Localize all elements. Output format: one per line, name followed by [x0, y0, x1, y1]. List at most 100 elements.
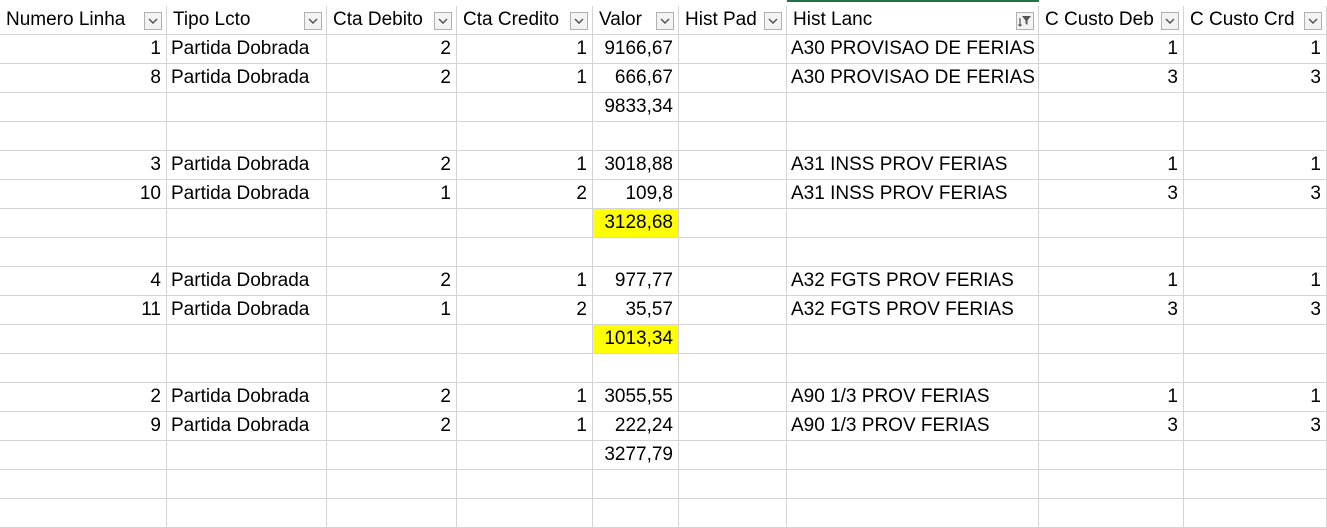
cell-numero-linha[interactable] [0, 122, 167, 151]
cell-hist-pad[interactable] [679, 151, 787, 180]
cell-numero-linha[interactable] [0, 441, 167, 470]
cell-hist-lanc[interactable] [787, 354, 1039, 383]
cell-numero-linha[interactable] [0, 499, 167, 528]
cell-numero-linha[interactable]: 9 [0, 412, 167, 441]
cell-tipo-lcto[interactable] [167, 122, 327, 151]
cell-c-custo-deb[interactable]: 3 [1039, 180, 1184, 209]
cell-c-custo-crd[interactable] [1184, 354, 1327, 383]
cell-tipo-lcto[interactable] [167, 325, 327, 354]
cell-valor[interactable]: 3128,68 [593, 209, 679, 238]
cell-cta-credito[interactable] [457, 209, 593, 238]
header-cell-cta-debito[interactable]: Cta Debito [327, 6, 457, 35]
cell-hist-pad[interactable] [679, 354, 787, 383]
cell-valor[interactable] [593, 238, 679, 267]
cell-c-custo-crd[interactable]: 1 [1184, 267, 1327, 296]
cell-numero-linha[interactable] [0, 238, 167, 267]
cell-c-custo-deb[interactable]: 1 [1039, 35, 1184, 64]
cell-c-custo-crd[interactable] [1184, 470, 1327, 499]
cell-c-custo-deb[interactable]: 3 [1039, 64, 1184, 93]
cell-hist-lanc[interactable]: A32 FGTS PROV FERIAS [787, 267, 1039, 296]
header-cell-valor[interactable]: Valor [593, 6, 679, 35]
cell-cta-debito[interactable] [327, 238, 457, 267]
cell-c-custo-crd[interactable] [1184, 209, 1327, 238]
cell-hist-pad[interactable] [679, 383, 787, 412]
cell-valor[interactable]: 9166,67 [593, 35, 679, 64]
cell-hist-lanc[interactable] [787, 93, 1039, 122]
cell-valor[interactable]: 666,67 [593, 64, 679, 93]
cell-valor[interactable] [593, 354, 679, 383]
cell-hist-pad[interactable] [679, 122, 787, 151]
cell-tipo-lcto[interactable]: Partida Dobrada [167, 35, 327, 64]
cell-valor[interactable]: 35,57 [593, 296, 679, 325]
cell-tipo-lcto[interactable] [167, 93, 327, 122]
cell-hist-lanc[interactable] [787, 470, 1039, 499]
cell-valor[interactable]: 222,24 [593, 412, 679, 441]
cell-c-custo-deb[interactable]: 1 [1039, 267, 1184, 296]
cell-numero-linha[interactable]: 11 [0, 296, 167, 325]
cell-cta-credito[interactable] [457, 470, 593, 499]
cell-numero-linha[interactable]: 10 [0, 180, 167, 209]
header-cell-hist-lanc[interactable]: Hist Lanc [787, 6, 1039, 35]
cell-c-custo-deb[interactable] [1039, 238, 1184, 267]
cell-cta-debito[interactable] [327, 209, 457, 238]
cell-tipo-lcto[interactable] [167, 238, 327, 267]
cell-cta-debito[interactable] [327, 499, 457, 528]
cell-cta-debito[interactable]: 2 [327, 267, 457, 296]
cell-cta-credito[interactable]: 1 [457, 383, 593, 412]
cell-hist-pad[interactable] [679, 180, 787, 209]
cell-hist-pad[interactable] [679, 296, 787, 325]
cell-cta-debito[interactable] [327, 325, 457, 354]
cell-cta-debito[interactable] [327, 122, 457, 151]
filter-dropdown-button[interactable] [1304, 12, 1322, 30]
cell-c-custo-deb[interactable] [1039, 209, 1184, 238]
cell-cta-credito[interactable] [457, 441, 593, 470]
cell-hist-pad[interactable] [679, 93, 787, 122]
cell-c-custo-deb[interactable] [1039, 325, 1184, 354]
filter-dropdown-button[interactable] [570, 12, 588, 30]
cell-hist-lanc[interactable] [787, 325, 1039, 354]
cell-valor[interactable]: 977,77 [593, 267, 679, 296]
filter-dropdown-button[interactable] [144, 12, 162, 30]
cell-tipo-lcto[interactable]: Partida Dobrada [167, 383, 327, 412]
filter-dropdown-button[interactable] [656, 12, 674, 30]
cell-valor[interactable] [593, 122, 679, 151]
header-cell-hist-pad[interactable]: Hist Pad [679, 6, 787, 35]
cell-c-custo-deb[interactable] [1039, 122, 1184, 151]
cell-hist-lanc[interactable]: A31 INSS PROV FERIAS [787, 180, 1039, 209]
cell-c-custo-crd[interactable] [1184, 325, 1327, 354]
cell-hist-lanc[interactable]: A30 PROVISAO DE FERIAS [787, 64, 1039, 93]
cell-cta-credito[interactable] [457, 354, 593, 383]
filter-active-button[interactable] [1016, 12, 1034, 30]
cell-cta-debito[interactable]: 2 [327, 151, 457, 180]
cell-numero-linha[interactable]: 4 [0, 267, 167, 296]
header-cell-tipo-lcto[interactable]: Tipo Lcto [167, 6, 327, 35]
cell-numero-linha[interactable] [0, 325, 167, 354]
cell-c-custo-deb[interactable] [1039, 93, 1184, 122]
cell-numero-linha[interactable]: 8 [0, 64, 167, 93]
header-cell-numero-linha[interactable]: Numero Linha [0, 6, 167, 35]
cell-valor[interactable] [593, 470, 679, 499]
cell-cta-debito[interactable]: 1 [327, 296, 457, 325]
cell-hist-pad[interactable] [679, 35, 787, 64]
cell-c-custo-crd[interactable] [1184, 122, 1327, 151]
header-cell-c-custo-crd[interactable]: C Custo Crd [1184, 6, 1327, 35]
cell-hist-lanc[interactable] [787, 499, 1039, 528]
header-cell-cta-credito[interactable]: Cta Credito [457, 6, 593, 35]
cell-tipo-lcto[interactable]: Partida Dobrada [167, 267, 327, 296]
cell-hist-pad[interactable] [679, 470, 787, 499]
cell-numero-linha[interactable]: 3 [0, 151, 167, 180]
cell-cta-credito[interactable]: 1 [457, 267, 593, 296]
cell-c-custo-crd[interactable]: 1 [1184, 383, 1327, 412]
cell-cta-credito[interactable] [457, 93, 593, 122]
cell-hist-lanc[interactable]: A31 INSS PROV FERIAS [787, 151, 1039, 180]
cell-numero-linha[interactable]: 2 [0, 383, 167, 412]
cell-cta-credito[interactable]: 1 [457, 412, 593, 441]
filter-dropdown-button[interactable] [434, 12, 452, 30]
cell-tipo-lcto[interactable] [167, 354, 327, 383]
cell-c-custo-crd[interactable] [1184, 499, 1327, 528]
cell-numero-linha[interactable] [0, 354, 167, 383]
cell-c-custo-deb[interactable] [1039, 470, 1184, 499]
cell-hist-lanc[interactable]: A30 PROVISAO DE FERIAS [787, 35, 1039, 64]
cell-cta-debito[interactable]: 2 [327, 383, 457, 412]
cell-cta-credito[interactable]: 2 [457, 180, 593, 209]
